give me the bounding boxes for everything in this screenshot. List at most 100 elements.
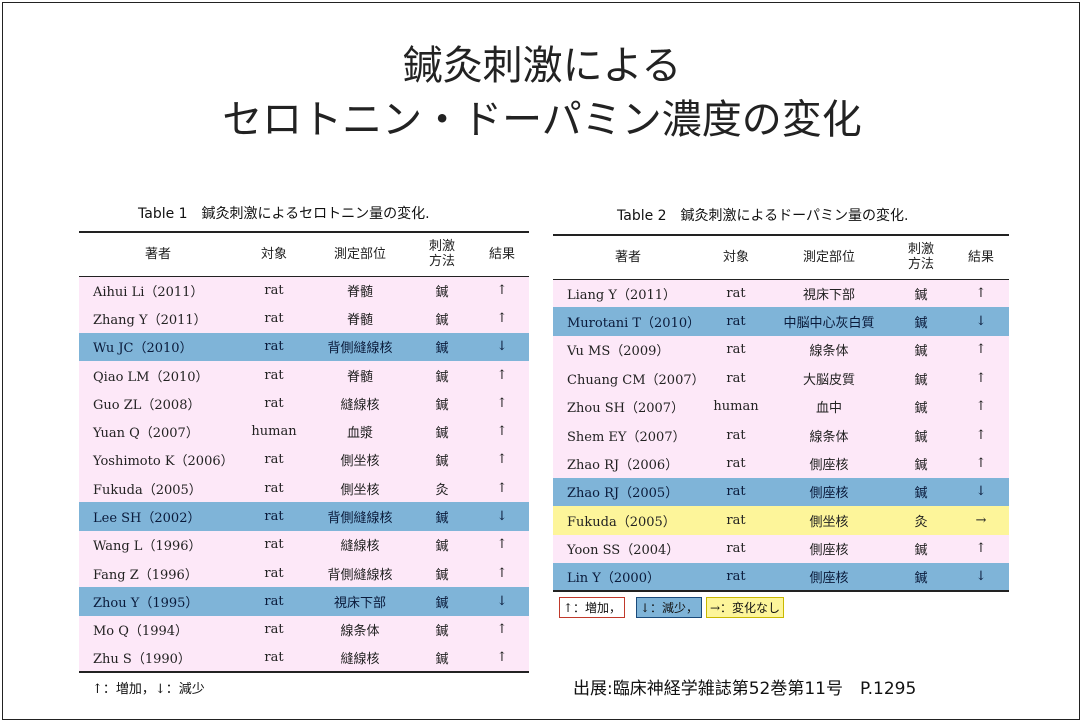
result-cell: ↓ bbox=[475, 502, 529, 531]
method-cell: 鍼 bbox=[889, 307, 953, 336]
subject-cell: rat bbox=[237, 502, 311, 531]
subject-header: 対象 bbox=[237, 231, 311, 277]
subject-cell: rat bbox=[237, 360, 311, 390]
site-cell: 背側縫線核 bbox=[311, 558, 409, 588]
site-cell: 縫線核 bbox=[311, 643, 409, 674]
site-cell: 側坐核 bbox=[769, 506, 889, 535]
subject-cell: rat bbox=[703, 307, 769, 336]
table2-caption: Table 2 鍼灸刺激によるドーパミン量の変化. bbox=[617, 208, 909, 224]
method-cell: 鍼 bbox=[889, 279, 953, 308]
subject-header: 対象 bbox=[703, 234, 769, 280]
legend-no-change: →：変化なし bbox=[706, 597, 785, 618]
author-cell: Guo ZL（2008） bbox=[79, 389, 237, 418]
subject-cell: rat bbox=[237, 530, 311, 559]
method-cell: 鍼 bbox=[409, 502, 475, 531]
author-cell: Zhao RJ（2005） bbox=[553, 477, 703, 507]
table-row: Vu MS（2009） rat 線条体鍼 ↑ bbox=[553, 335, 1009, 365]
site-cell: 視床下部 bbox=[311, 587, 409, 616]
result-cell: ↓ bbox=[953, 562, 1009, 593]
table-row: Zhao RJ（2005） rat 側座核鍼 ↓ bbox=[553, 477, 1009, 507]
method-cell: 灸 bbox=[889, 506, 953, 535]
site-cell: 縫線核 bbox=[311, 389, 409, 418]
method-cell: 鍼 bbox=[409, 587, 475, 616]
site-cell: 脊髄 bbox=[311, 304, 409, 333]
result-cell: ↑ bbox=[475, 417, 529, 446]
method-cell: 鍼 bbox=[889, 335, 953, 365]
result-header: 結果 bbox=[953, 234, 1009, 280]
result-cell: → bbox=[953, 506, 1009, 535]
table-row: Zhou SH（2007） human 血中鍼 ↑ bbox=[553, 392, 1009, 421]
subject-cell: rat bbox=[703, 420, 769, 450]
subject-cell: rat bbox=[237, 389, 311, 418]
result-cell: ↑ bbox=[475, 276, 529, 305]
method-cell: 鍼 bbox=[409, 445, 475, 475]
method-cell: 鍼 bbox=[889, 364, 953, 393]
author-cell: Fukuda（2005） bbox=[553, 506, 703, 535]
subject-cell: rat bbox=[237, 615, 311, 644]
table-row: Yuan Q（2007） human 血漿鍼 ↑ bbox=[79, 417, 529, 446]
subject-cell: rat bbox=[703, 562, 769, 593]
result-cell: ↑ bbox=[475, 389, 529, 418]
site-cell: 側坐核 bbox=[311, 445, 409, 475]
subject-cell: rat bbox=[703, 506, 769, 535]
method-cell: 鍼 bbox=[409, 304, 475, 333]
method-cell: 鍼 bbox=[889, 477, 953, 507]
author-cell: Wang L（1996） bbox=[79, 530, 237, 559]
author-cell: Yoshimoto K（2006） bbox=[79, 445, 237, 475]
method-cell: 鍼 bbox=[409, 332, 475, 361]
method-cell: 鍼 bbox=[889, 449, 953, 478]
site-cell: 線条体 bbox=[769, 420, 889, 450]
subject-cell: rat bbox=[237, 445, 311, 475]
table-row: Fukuda（2005） rat 側坐核灸 ↑ bbox=[79, 474, 529, 503]
method-cell: 鍼 bbox=[409, 643, 475, 674]
author-cell: Yoon SS（2004） bbox=[553, 534, 703, 563]
table-row: Fang Z（1996） rat 背側縫線核鍼 ↑ bbox=[79, 558, 529, 588]
author-cell: Zhou Y（1995） bbox=[79, 587, 237, 616]
result-header: 結果 bbox=[475, 231, 529, 277]
author-cell: Wu JC（2010） bbox=[79, 332, 237, 361]
site-cell: 線条体 bbox=[769, 335, 889, 365]
result-cell: ↑ bbox=[475, 530, 529, 559]
subject-cell: rat bbox=[703, 477, 769, 507]
site-cell: 背側縫線核 bbox=[311, 332, 409, 361]
author-header: 著者 bbox=[553, 234, 703, 280]
site-cell: 側座核 bbox=[769, 534, 889, 563]
method-header: 刺激 方法 bbox=[889, 234, 953, 280]
subject-cell: human bbox=[703, 392, 769, 421]
table1-note: ↑：増加，↓：減少 bbox=[92, 682, 205, 697]
table-row: Liang Y（2011） rat 視床下部鍼 ↑ bbox=[553, 279, 1009, 308]
result-cell: ↑ bbox=[953, 392, 1009, 421]
site-header: 測定部位 bbox=[311, 231, 409, 277]
site-cell: 線条体 bbox=[311, 615, 409, 644]
subject-cell: rat bbox=[237, 304, 311, 333]
author-cell: Fukuda（2005） bbox=[79, 474, 237, 503]
subject-cell: rat bbox=[237, 643, 311, 674]
method-cell: 鍼 bbox=[889, 534, 953, 563]
table-row: Chuang CM（2007） rat 大脳皮質鍼 ↑ bbox=[553, 364, 1009, 393]
result-cell: ↑ bbox=[953, 279, 1009, 308]
result-cell: ↓ bbox=[953, 307, 1009, 336]
site-cell: 大脳皮質 bbox=[769, 364, 889, 393]
method-cell: 鍼 bbox=[409, 276, 475, 305]
subject-cell: human bbox=[237, 417, 311, 446]
method-cell: 鍼 bbox=[889, 420, 953, 450]
author-cell: Shem EY（2007） bbox=[553, 420, 703, 450]
table1-caption: Table 1 鍼灸刺激によるセロトニン量の変化. bbox=[138, 206, 430, 222]
result-cell: ↓ bbox=[953, 477, 1009, 507]
site-cell: 側座核 bbox=[769, 477, 889, 507]
subject-cell: rat bbox=[237, 276, 311, 305]
table-row: Qiao LM（2010） rat 脊髄鍼 ↑ bbox=[79, 360, 529, 390]
subject-cell: rat bbox=[703, 335, 769, 365]
slide-title-line1: 鍼灸刺激による bbox=[402, 43, 682, 89]
method-cell: 鍼 bbox=[409, 615, 475, 644]
result-cell: ↑ bbox=[953, 420, 1009, 450]
result-cell: ↑ bbox=[953, 335, 1009, 365]
subject-cell: rat bbox=[703, 364, 769, 393]
table-row: Shem EY（2007） rat 線条体鍼 ↑ bbox=[553, 420, 1009, 450]
author-cell: Mo Q（1994） bbox=[79, 615, 237, 644]
author-cell: Yuan Q（2007） bbox=[79, 417, 237, 446]
author-cell: Lin Y（2000） bbox=[553, 562, 703, 593]
site-cell: 背側縫線核 bbox=[311, 502, 409, 531]
source-citation: 出展:臨床神経学雑誌第52巻第11号 P.1295 bbox=[573, 679, 917, 699]
